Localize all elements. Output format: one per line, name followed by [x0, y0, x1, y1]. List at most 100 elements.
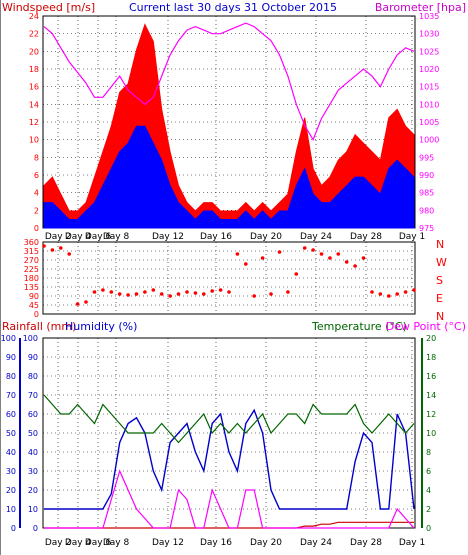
wind-direction-point — [403, 290, 408, 294]
compass-label: S — [436, 274, 443, 287]
wind-direction-point — [50, 248, 55, 252]
barometer-tick: 1015 — [419, 83, 439, 92]
humidity-tick: 50 — [28, 429, 38, 438]
windspeed-title: Windspeed [m/s] — [2, 1, 95, 14]
rain-tick: 30 — [6, 467, 16, 476]
windspeed-tick: 20 — [29, 47, 39, 56]
wind-direction-point — [75, 302, 80, 306]
windspeed-tick: 18 — [29, 65, 39, 74]
wind-direction-point — [193, 291, 198, 295]
barometer-tick: 980 — [419, 206, 434, 215]
barometer-line — [43, 22, 415, 142]
barometer-tick: 995 — [419, 153, 434, 162]
wind-direction-point — [319, 252, 324, 256]
wind-direction-point — [412, 288, 416, 292]
windspeed-tick: 22 — [29, 30, 39, 39]
humidity-tick: 20 — [28, 486, 38, 495]
humidity-tick: 40 — [28, 448, 38, 457]
x-tick-label-bottom: Day 24 — [300, 538, 332, 548]
grid-layer — [19, 15, 423, 529]
windspeed-tick: 2 — [34, 206, 39, 215]
rain-tick: 20 — [6, 486, 16, 495]
direction-tick: 225 — [24, 265, 39, 274]
wind-direction-point — [176, 292, 181, 296]
lower-series-layer — [43, 394, 415, 529]
wind-direction-point — [218, 288, 223, 292]
x-tick-label-top: Day 2 — [45, 232, 71, 242]
barometer-tick: 1025 — [419, 47, 439, 56]
temperature-tick: 20 — [426, 334, 436, 343]
wind-direction-point — [210, 289, 214, 293]
wind-direction-point — [67, 252, 71, 256]
wind-direction-point — [294, 272, 299, 276]
humidity-tick: 100 — [23, 334, 38, 343]
windspeed-tick: 6 — [34, 171, 39, 180]
wind-direction-point — [336, 252, 341, 256]
wind-direction-point — [117, 292, 122, 296]
x-tick-label-bottom: Day 4 — [65, 538, 92, 548]
windspeed-tick: 0 — [34, 224, 39, 233]
wind-direction-point — [370, 290, 374, 294]
temperature-tick: 14 — [426, 391, 436, 400]
direction-tick: 45 — [29, 301, 39, 310]
x-tick-label-top: Day 16 — [200, 232, 232, 242]
rain-tick: 0 — [11, 524, 16, 533]
x-tick-label-top: Day 6 — [85, 232, 112, 242]
wind-direction-point — [387, 294, 391, 298]
wind-direction-point — [151, 288, 156, 292]
temperature-tick: 16 — [426, 372, 436, 381]
wind-direction-point — [143, 290, 147, 294]
x-tick-label-bottom: Day 2 — [45, 538, 71, 548]
wind-direction-point — [59, 246, 63, 250]
temperature-tick: 2 — [426, 505, 431, 514]
wind-direction-point — [353, 264, 357, 268]
wind-direction-point — [202, 292, 206, 296]
temperature-tick: 8 — [426, 448, 431, 457]
temperature-tick: 4 — [426, 486, 431, 495]
wind-direction-point — [235, 252, 240, 256]
temperature-tick: 18 — [426, 353, 436, 362]
rain-tick: 60 — [6, 410, 16, 419]
wind-direction-point — [42, 244, 46, 248]
rain-tick: 50 — [6, 429, 16, 438]
wind-direction-point — [185, 290, 189, 294]
wind-direction-point — [159, 292, 164, 296]
rain-tick: 80 — [6, 372, 16, 381]
chart-title: Current last 30 days 31 October 2015 — [129, 1, 337, 14]
dewpoint-title: Dew Point (°C) — [386, 320, 466, 333]
wind-direction-point — [328, 256, 332, 260]
direction-series-layer — [42, 244, 416, 306]
direction-tick: 90 — [29, 292, 39, 301]
windspeed-tick: 24 — [29, 12, 39, 21]
wind-direction-point — [252, 294, 256, 298]
x-tick-label-bottom: Day 12 — [152, 538, 184, 548]
wind-direction-point — [84, 300, 88, 304]
direction-tick: 0 — [34, 310, 39, 319]
wind-direction-point — [361, 256, 366, 260]
temperature-tick: 12 — [426, 410, 436, 419]
x-tick-label-top: Day 12 — [152, 232, 184, 242]
rainfall-title: Rainfall (mm) — [2, 320, 76, 333]
rain-tick: 40 — [6, 448, 16, 457]
direction-tick: 270 — [24, 256, 39, 265]
wind-direction-point — [269, 292, 273, 296]
humidity-line — [44, 408, 415, 510]
rain-tick: 70 — [6, 391, 16, 400]
wind-direction-point — [311, 248, 315, 252]
x-tick-label-top: Day 20 — [250, 232, 282, 242]
humidity-tick: 30 — [28, 467, 38, 476]
direction-tick: 180 — [24, 274, 39, 283]
x-tick-label-bottom: Day 1 — [399, 538, 425, 548]
x-tick-label-top: Day 24 — [300, 232, 332, 242]
compass-label: N — [436, 238, 444, 251]
windspeed-tick: 16 — [29, 83, 39, 92]
barometer-tick: 990 — [419, 171, 434, 180]
wind-direction-point — [344, 260, 349, 264]
windspeed-tick: 8 — [34, 153, 39, 162]
humidity-tick: 10 — [28, 505, 38, 514]
x-tick-label-bottom: Day 16 — [200, 538, 232, 548]
wind-direction-point — [277, 250, 282, 254]
barometer-title: Barometer [hpa] — [375, 1, 466, 14]
humidity-tick: 60 — [28, 410, 38, 419]
